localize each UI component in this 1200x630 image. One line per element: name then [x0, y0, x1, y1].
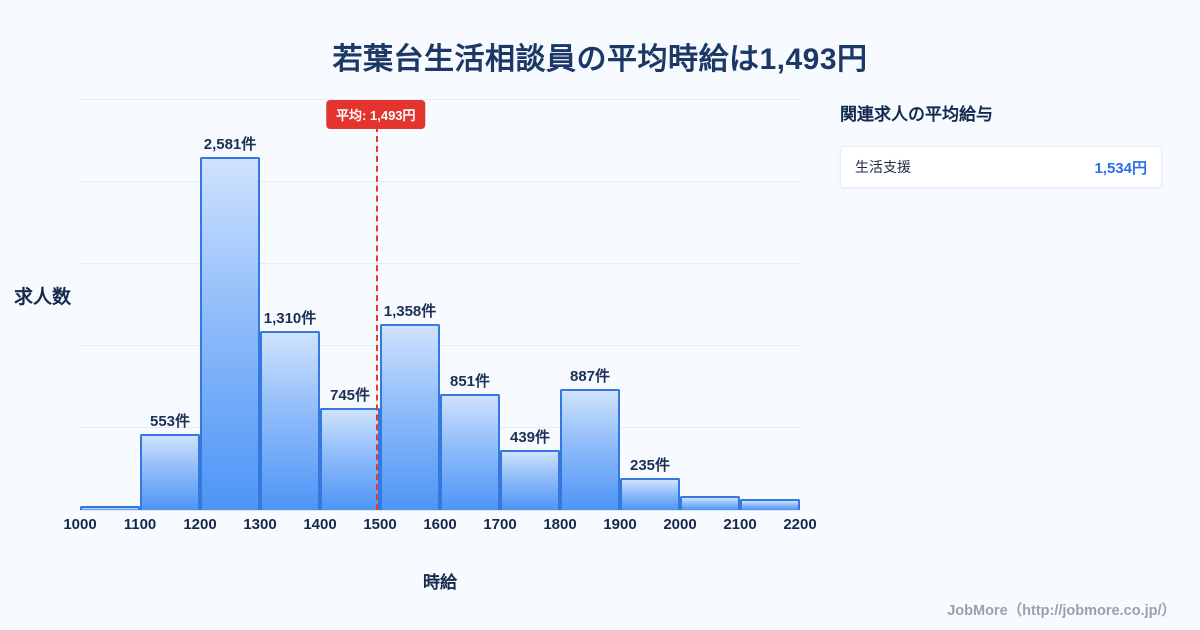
bar-value-label: 887件: [569, 368, 611, 385]
bar-value-label: 745件: [329, 387, 371, 404]
bar-value-label: 553件: [149, 413, 191, 430]
x-tick-label: 1500: [363, 516, 397, 533]
histogram-bar: 1,358件: [380, 303, 440, 510]
bar-value-label: 1,358件: [383, 303, 437, 320]
footer-credit: JobMore（http://jobmore.co.jp/）: [947, 599, 1176, 620]
histogram-bar: [680, 496, 740, 510]
bar-value-label: 235件: [629, 457, 671, 474]
x-tick-label: 2100: [723, 516, 757, 533]
histogram-bar: 887件: [560, 368, 620, 510]
x-axis-label: 時給: [423, 573, 457, 592]
gridline: [80, 345, 800, 346]
histogram-bar: 235件: [620, 457, 680, 510]
x-tick-label: 1700: [483, 516, 517, 533]
footer-link[interactable]: JobMore（http://jobmore.co.jp/）: [947, 603, 1176, 619]
histogram-plot: 平均: 1,493円 553件 2,581件 1,310件 745件 1,358件 851…: [80, 99, 800, 511]
x-axis-ticks: 1000 1100 1200 1300 1400 1500 1600 1700 1800 1900…: [63, 516, 816, 538]
x-tick-label: 1900: [603, 516, 637, 533]
histogram-bar: 439件: [500, 429, 560, 510]
x-tick-label: 1100: [123, 516, 157, 533]
average-badge: 平均: 1,493円: [326, 100, 426, 129]
gridline: [80, 181, 800, 182]
x-tick-label: 1800: [543, 516, 577, 533]
histogram-bar: 553件: [140, 413, 200, 510]
related-job-card: 生活支援 1,534円: [840, 146, 1162, 188]
gridline: [80, 263, 800, 264]
y-axis-label: 求人数: [14, 287, 72, 308]
histogram-bar: 745件: [320, 387, 380, 510]
average-line: [375, 126, 378, 510]
bar-value-label: 2,581件: [203, 136, 257, 153]
x-tick-label: 2000: [663, 516, 697, 533]
x-tick-label: 1200: [183, 516, 217, 533]
x-tick-label: 1300: [243, 516, 277, 533]
gridline: [80, 99, 800, 100]
page-title: 若葉台生活相談員の平均時給は1,493円: [332, 43, 868, 76]
bar-value-label: 851件: [449, 373, 491, 390]
x-tick-label: 1000: [63, 516, 97, 533]
histogram-bar: 851件: [440, 373, 500, 510]
histogram-bar: [740, 499, 800, 510]
histogram-bar: 1,310件: [260, 310, 320, 510]
related-job-value: 1,534円: [1094, 159, 1147, 177]
x-tick-label: 2200: [783, 516, 817, 533]
bar-value-label: 1,310件: [263, 310, 317, 327]
bar-value-label: 439件: [509, 429, 551, 446]
related-jobs-heading: 関連求人の平均給与: [840, 105, 993, 124]
x-tick-label: 1400: [303, 516, 337, 533]
histogram-bar: 2,581件: [200, 136, 260, 510]
x-tick-label: 1600: [423, 516, 457, 533]
histogram-bar: [80, 506, 140, 510]
related-job-label: 生活支援: [855, 159, 911, 175]
